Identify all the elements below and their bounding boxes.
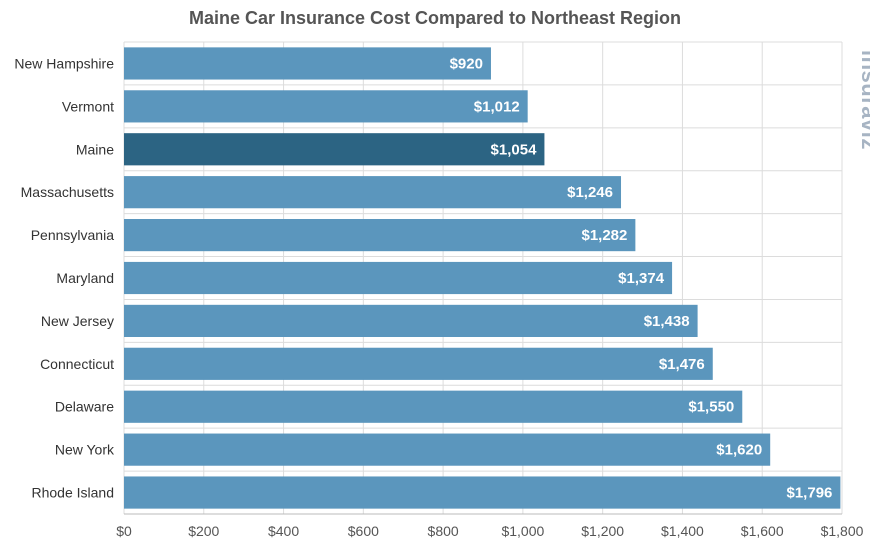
bar [124,304,698,337]
x-tick-label: $800 [428,523,459,539]
category-label: Maine [76,141,114,157]
category-label: New Hampshire [14,55,114,71]
x-tick-label: $200 [188,523,219,539]
x-tick-label: $1,800 [821,523,864,539]
category-label: Maryland [56,270,114,286]
category-label: Rhode Island [31,485,114,501]
bar [124,476,841,509]
x-tick-label: $1,000 [501,523,544,539]
x-tick-label: $1,200 [581,523,624,539]
data-label: $1,476 [659,356,705,373]
x-tick-label: $0 [116,523,132,539]
watermark-text: insuraviz [857,50,870,150]
category-label: Vermont [62,98,114,114]
x-tick-label: $1,600 [741,523,784,539]
bar [124,219,636,252]
bar [124,47,491,80]
data-label: $1,374 [618,270,665,287]
bar [124,433,771,466]
category-label: Delaware [55,399,114,415]
data-label: $920 [450,55,483,72]
bar [124,133,545,166]
data-label: $1,796 [787,485,833,502]
category-label: Connecticut [40,356,114,372]
watermark-logo: insuraviz [857,50,870,150]
x-tick-label: $600 [348,523,379,539]
data-label: $1,054 [491,141,538,158]
x-tick-label: $1,400 [661,523,704,539]
bar [124,90,528,123]
category-label: Pennsylvania [31,227,114,243]
data-label: $1,012 [474,98,520,115]
bar [124,261,673,295]
category-label: Massachusetts [21,184,114,200]
chart-title: Maine Car Insurance Cost Compared to Nor… [188,8,682,28]
data-label: $1,620 [716,442,762,459]
category-label: New York [55,442,115,458]
x-tick-label: $400 [268,523,299,539]
data-label: $1,438 [644,313,690,330]
bar [124,347,713,380]
data-label: $1,246 [567,184,613,201]
bar [124,390,743,423]
data-label: $1,282 [581,227,627,244]
data-label: $1,550 [688,399,734,416]
category-label: New Jersey [41,313,114,329]
bar [124,176,622,209]
